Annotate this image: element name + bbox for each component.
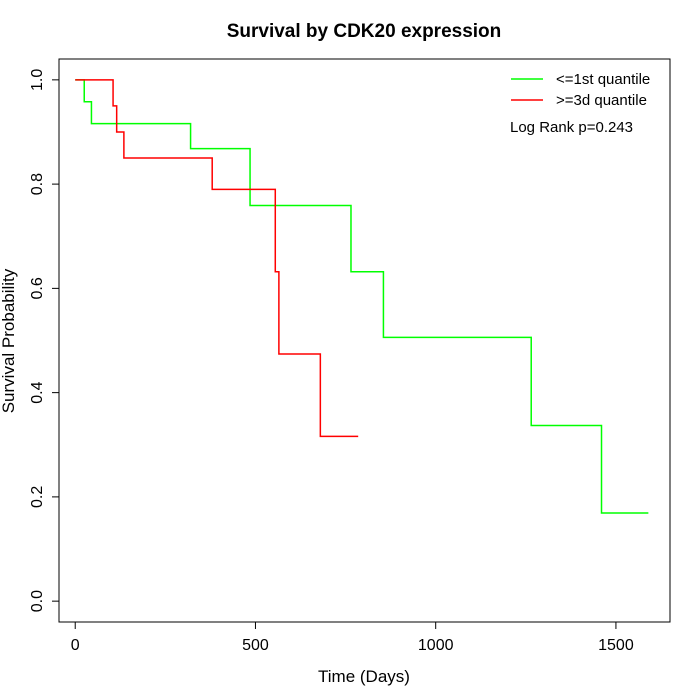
legend-label: >=3d quantile <box>556 92 647 109</box>
x-axis: 0 500 1000 1500 <box>71 621 634 654</box>
x-tick-label: 1000 <box>418 637 454 654</box>
series-line-2 <box>75 79 359 438</box>
x-tick-label: 0 <box>71 637 80 654</box>
series-layer <box>75 79 649 514</box>
y-tick-label: 0.6 <box>29 277 46 299</box>
x-axis-label: Time (Days) <box>318 667 410 686</box>
series-line-1 <box>75 79 649 514</box>
y-tick-label: 0.8 <box>29 173 46 195</box>
x-tick-label: 1500 <box>598 637 634 654</box>
legend-label: <=1st quantile <box>556 71 650 88</box>
y-tick-label: 0.4 <box>29 381 46 403</box>
chart-title: Survival by CDK20 expression <box>227 21 502 42</box>
y-tick-label: 0.0 <box>29 590 46 612</box>
log-rank-annotation: Log Rank p=0.243 <box>510 119 633 136</box>
y-axis: 0.0 0.2 0.4 0.6 0.8 1.0 <box>29 69 60 612</box>
plot-frame <box>58 58 671 623</box>
y-tick-label: 1.0 <box>29 69 46 91</box>
y-axis-label: Survival Probability <box>0 268 18 413</box>
x-tick-label: 500 <box>242 637 269 654</box>
legend: <=1st quantile >=3d quantile <box>511 71 650 109</box>
y-tick-label: 0.2 <box>29 486 46 508</box>
